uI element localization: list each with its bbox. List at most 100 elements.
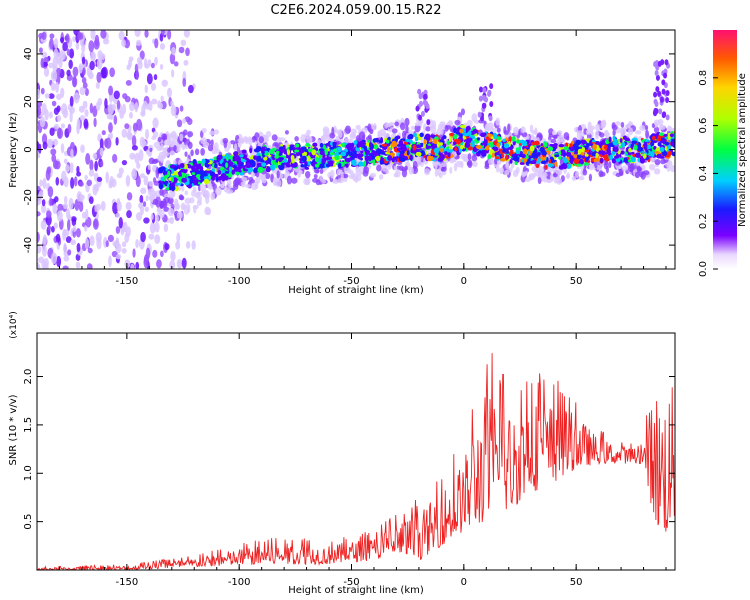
spectrogram-halo-mark [355, 169, 362, 176]
spectrogram-core-mark [169, 164, 176, 169]
spectrogram-core-mark [175, 182, 182, 186]
spectrogram-noise-mark [132, 122, 138, 132]
spectrogram-halo-mark [571, 175, 577, 182]
spectrogram-noise-mark [150, 62, 155, 69]
spectrogram-core-mark [301, 155, 307, 162]
spectrogram-core-mark [547, 146, 554, 152]
spectrogram-core-mark [628, 147, 632, 153]
spectrogram-noise-mark [148, 233, 155, 240]
spectrogram-halo-mark [149, 147, 153, 152]
spectrogram-feature-mark [488, 115, 493, 122]
colorbar-ticks: 0.0 0.2 0.4 0.6 0.8 [698, 70, 718, 277]
spectrogram-noise-mark [99, 138, 104, 150]
spectrogram-noise-mark [175, 240, 181, 250]
spectrogram-core-mark [307, 143, 311, 148]
spectrogram-halo-mark [471, 113, 478, 123]
spectrogram-noise-mark [63, 158, 68, 164]
spectrogram-core-mark [364, 146, 368, 152]
spectrogram-halo-mark [578, 175, 585, 181]
spectrogram-core-mark [385, 139, 390, 144]
spectrogram-noise-mark [160, 30, 165, 35]
spectrogram-noise-mark [108, 85, 114, 96]
spectrogram-halo-mark [485, 123, 490, 130]
spectrogram-core-mark [496, 142, 501, 148]
spectrogram-halo-mark [437, 170, 442, 176]
spectrogram-core-mark [669, 133, 674, 137]
spectrogram-halo-mark [436, 128, 442, 136]
spectrogram-x-tick-label: 0 [461, 276, 467, 287]
spectrogram-core-mark [449, 145, 453, 150]
spectrogram-noise-mark [37, 105, 42, 117]
spectrogram-core-mark [401, 146, 407, 152]
spectrogram-noise-mark [152, 249, 158, 258]
spectrogram-core-mark [341, 142, 346, 148]
spectrogram-halo-mark [393, 172, 399, 178]
spectrogram-noise-mark [47, 225, 52, 231]
spectrogram-core-mark [563, 158, 568, 164]
spectrogram-core-mark [484, 146, 490, 151]
spectrogram-core-mark [620, 142, 626, 147]
spectrogram-core-mark [434, 139, 438, 145]
spectrogram-noise-mark [50, 82, 56, 92]
spectrogram-core-mark [269, 148, 275, 155]
spectrogram-halo-mark [460, 160, 464, 169]
spectrogram-halo-mark [484, 160, 490, 167]
spectrogram-noise-mark [115, 136, 119, 146]
spectrogram-noise-mark [41, 260, 47, 269]
spectrogram-halo-mark [523, 171, 528, 176]
spectrogram-noise-mark [39, 116, 46, 128]
spectrogram-core-mark [227, 154, 231, 160]
spectrogram-halo-mark [472, 161, 478, 168]
spectrogram-core-mark [231, 169, 236, 175]
spectrogram-halo-mark [377, 131, 381, 140]
spectrogram-noise-mark [109, 176, 115, 187]
spectrogram-halo-mark [184, 151, 188, 157]
spectrogram-halo-mark [336, 168, 342, 176]
spectrogram-core-mark [623, 157, 628, 162]
spectrogram-noise-mark [132, 248, 136, 258]
spectrogram-core-mark [489, 141, 494, 148]
spectrogram-core-mark [158, 183, 164, 190]
spectrogram-core-mark [296, 151, 300, 157]
spectrogram-noise-mark [47, 186, 54, 198]
spectrogram-noise-mark [191, 240, 196, 250]
spectrogram-halo-mark [184, 190, 189, 196]
spectrogram-core-mark [319, 163, 325, 169]
spectrogram-halo-mark [148, 157, 155, 165]
spectrogram-core-mark [409, 139, 413, 144]
spectrogram-noise-mark [113, 114, 118, 125]
spectrogram-noise-mark [126, 64, 131, 71]
spectrogram-core-mark [426, 155, 433, 162]
spectrogram-core-mark [637, 146, 644, 152]
spectrogram-noise-mark [92, 184, 98, 196]
spectrogram-core-mark [598, 150, 602, 155]
spectrogram-x-tick-label: -100 [228, 276, 251, 287]
spectrogram-core-mark [214, 163, 218, 169]
spectrogram-noise-mark [75, 261, 81, 269]
spectrogram-core-mark [605, 139, 610, 145]
spectrogram-noise-mark [41, 51, 48, 58]
spectrogram-core-mark [242, 165, 246, 170]
spectrogram-noise-mark [49, 33, 55, 39]
snr-x-tick-label: 0 [461, 577, 467, 588]
spectrogram-noise-mark [131, 168, 138, 181]
spectrogram-noise-mark [59, 37, 65, 44]
spectrogram-halo-mark [209, 130, 215, 136]
spectrogram-halo-mark [550, 138, 557, 144]
spectrogram-halo-mark [251, 182, 258, 191]
spectrogram-noise-mark [41, 31, 47, 40]
spectrogram-noise-mark [109, 67, 115, 78]
spectrogram-core-mark [232, 155, 238, 162]
spectrogram-noise-mark [160, 250, 164, 258]
spectrogram-core-mark [426, 134, 431, 142]
spectrogram-noise-mark [154, 38, 159, 49]
spectrogram-halo-mark [350, 172, 356, 179]
spectrogram-feature-mark [420, 110, 425, 117]
spectrogram-noise-mark [95, 101, 101, 111]
spectrogram-core-mark [509, 159, 513, 164]
spectrogram-core-mark [177, 171, 182, 176]
spectrogram-noise-mark [154, 234, 161, 245]
spectrogram-halo-mark [414, 124, 421, 133]
spectrogram-core-mark [656, 137, 662, 142]
spectrogram-core-mark [550, 157, 555, 164]
